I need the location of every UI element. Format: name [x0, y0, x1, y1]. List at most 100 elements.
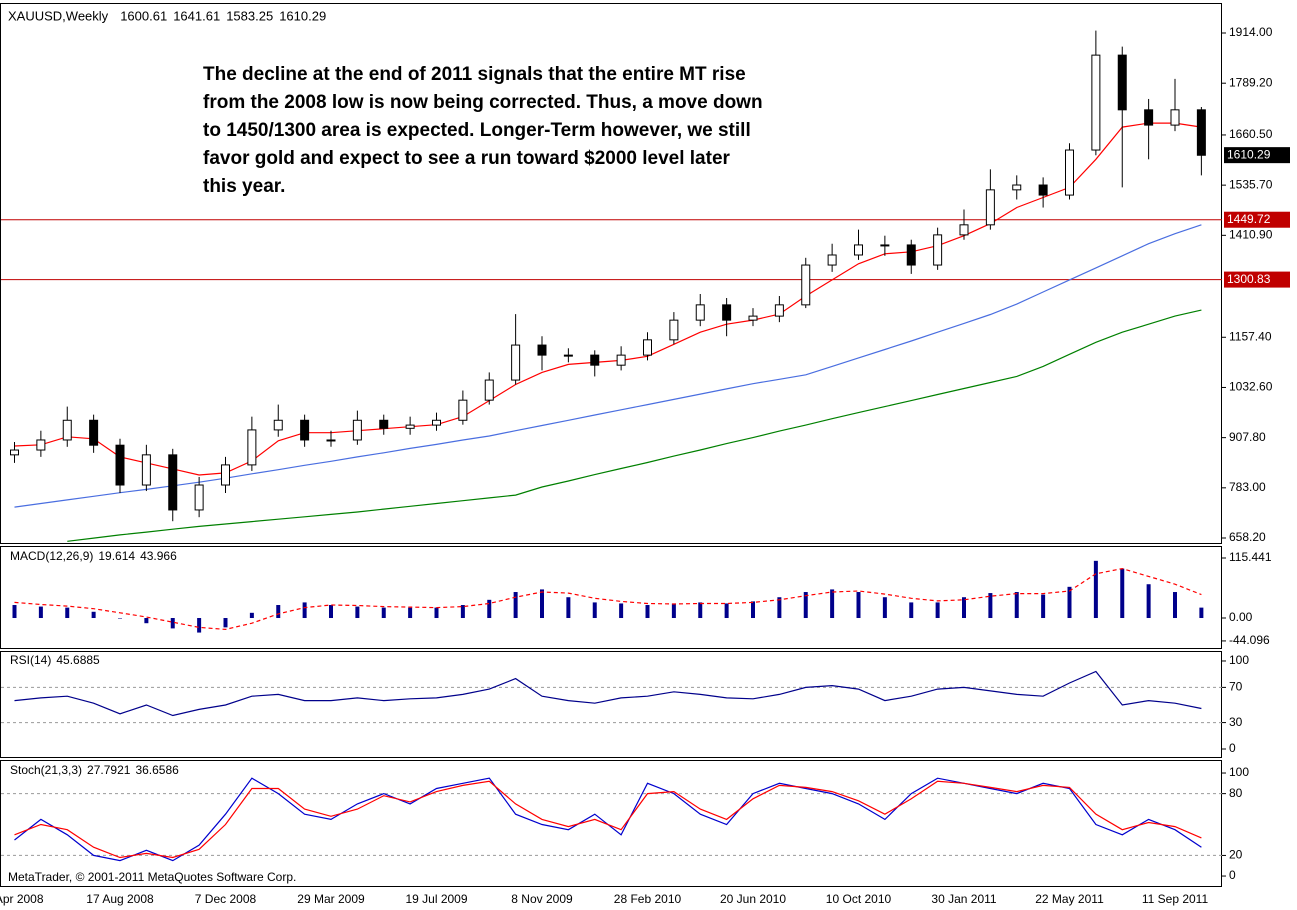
- annotation-line: favor gold and expect to see a run towar…: [203, 148, 731, 169]
- annotation-line: to 1450/1300 area is expected. Longer-Te…: [203, 120, 751, 141]
- candle-body: [89, 419, 99, 446]
- y-tick-label: 0: [1229, 868, 1236, 882]
- candle-body: [722, 304, 732, 321]
- macd-bar: [803, 592, 808, 619]
- candle-body: [1144, 109, 1154, 126]
- y-tick-label: 1410.90: [1229, 227, 1273, 241]
- macd-bar: [1199, 607, 1204, 619]
- y-tick-label: 100: [1229, 765, 1249, 779]
- macd-bar: [65, 607, 70, 619]
- candle-body: [458, 399, 468, 421]
- macd-bar: [645, 605, 650, 619]
- macd-bar: [276, 605, 281, 619]
- candle-body: [273, 419, 283, 431]
- y-tick-label: 80: [1229, 786, 1243, 800]
- macd-bar: [856, 592, 861, 619]
- candle-body: [484, 379, 494, 401]
- macd-bar: [619, 603, 624, 619]
- stoch-panel: [0, 760, 1222, 887]
- macd-bar: [38, 606, 43, 619]
- macd-bar: [329, 605, 333, 619]
- indicator-title: RSI(14): [10, 653, 51, 667]
- macd-bar: [434, 607, 439, 619]
- macd-bar: [487, 599, 492, 619]
- level-label-box: [1224, 211, 1290, 228]
- indicator-line: [14, 780, 1202, 859]
- moving-average: [14, 224, 1202, 508]
- candle-body: [141, 454, 151, 486]
- macd-panel: [0, 546, 1222, 649]
- macd-bar: [513, 592, 518, 619]
- y-tick-label: 907.80: [1229, 430, 1266, 444]
- macd-bar: [91, 611, 96, 619]
- x-tick-label: 30 Jan 2011: [931, 892, 996, 906]
- macd-bar: [197, 618, 202, 633]
- candle-body: [563, 354, 573, 357]
- macd-bar: [777, 597, 782, 619]
- macd-bar: [909, 602, 914, 619]
- annotation-line: this year.: [203, 176, 285, 197]
- candle-body: [405, 424, 415, 429]
- macd-bar: [751, 601, 755, 619]
- x-tick-label: 29 Mar 2009: [297, 892, 365, 906]
- macd-bar: [671, 603, 676, 619]
- macd-bar: [1146, 584, 1151, 619]
- x-tick-label: 17 Aug 2008: [86, 892, 154, 906]
- ohlc-value: 1583.25: [226, 8, 273, 23]
- macd-bar: [724, 603, 729, 619]
- x-tick-label: 20 Jun 2010: [720, 892, 786, 906]
- level-label: 1300.83: [1227, 272, 1271, 286]
- y-tick-label: 658.20: [1229, 530, 1266, 544]
- macd-bar: [698, 602, 703, 619]
- annotation-line: from the 2008 low is now being corrected…: [203, 92, 763, 113]
- y-tick-label: 100: [1229, 653, 1249, 667]
- indicator-title: MACD(12,26,9): [10, 549, 93, 563]
- candle-body: [537, 344, 547, 356]
- indicator-readout: 19.614: [98, 549, 135, 563]
- x-tick-label: 7 Apr 2008: [0, 892, 44, 906]
- y-tick-label: 0: [1229, 741, 1236, 755]
- candle-body: [62, 419, 72, 441]
- candle-body: [1196, 109, 1206, 156]
- candle-body: [300, 419, 310, 441]
- macd-bar: [144, 618, 149, 624]
- symbol: XAUUSD,Weekly: [8, 8, 109, 23]
- ohlc-value: 1600.61: [120, 8, 167, 23]
- indicator-readout: 43.966: [140, 549, 177, 563]
- rsi-panel: [0, 651, 1222, 758]
- candle-body: [194, 484, 204, 511]
- indicator-readout: 27.7921: [87, 763, 131, 777]
- candle-body: [854, 244, 863, 256]
- x-tick-label: 10 Oct 2010: [826, 892, 892, 906]
- candle-body: [643, 339, 652, 356]
- x-tick-label: 11 Sep 2011: [1142, 892, 1209, 906]
- candle-body: [985, 189, 995, 226]
- candle-body: [1091, 54, 1101, 151]
- ohlc-value: 1641.61: [173, 8, 220, 23]
- y-tick-label: 70: [1229, 680, 1243, 694]
- x-tick-label: 7 Dec 2008: [195, 892, 257, 906]
- candle-body: [432, 419, 441, 426]
- last-price: 1610.29: [1227, 147, 1271, 161]
- candle-body: [36, 439, 46, 451]
- macd-bar: [460, 605, 465, 619]
- indicator-readout: 36.6586: [135, 763, 179, 777]
- candle-body: [801, 264, 811, 306]
- x-tick-label: 19 Jul 2009: [405, 892, 467, 906]
- candle-body: [1012, 184, 1022, 191]
- candle-body: [247, 429, 257, 466]
- price-panel: [0, 3, 1222, 544]
- candle-body: [1117, 54, 1127, 111]
- macd-bar: [302, 602, 307, 619]
- macd-bar: [1014, 592, 1019, 619]
- macd-bar: [566, 597, 571, 619]
- macd-bar: [249, 612, 254, 619]
- candle-body: [352, 419, 362, 441]
- ohlc-value: 1610.29: [279, 8, 326, 23]
- moving-average: [67, 309, 1202, 542]
- candle-body: [827, 254, 837, 266]
- macd-bar: [223, 618, 228, 628]
- candle-body: [880, 244, 890, 247]
- macd-bar: [882, 597, 887, 619]
- candle-body: [326, 439, 336, 442]
